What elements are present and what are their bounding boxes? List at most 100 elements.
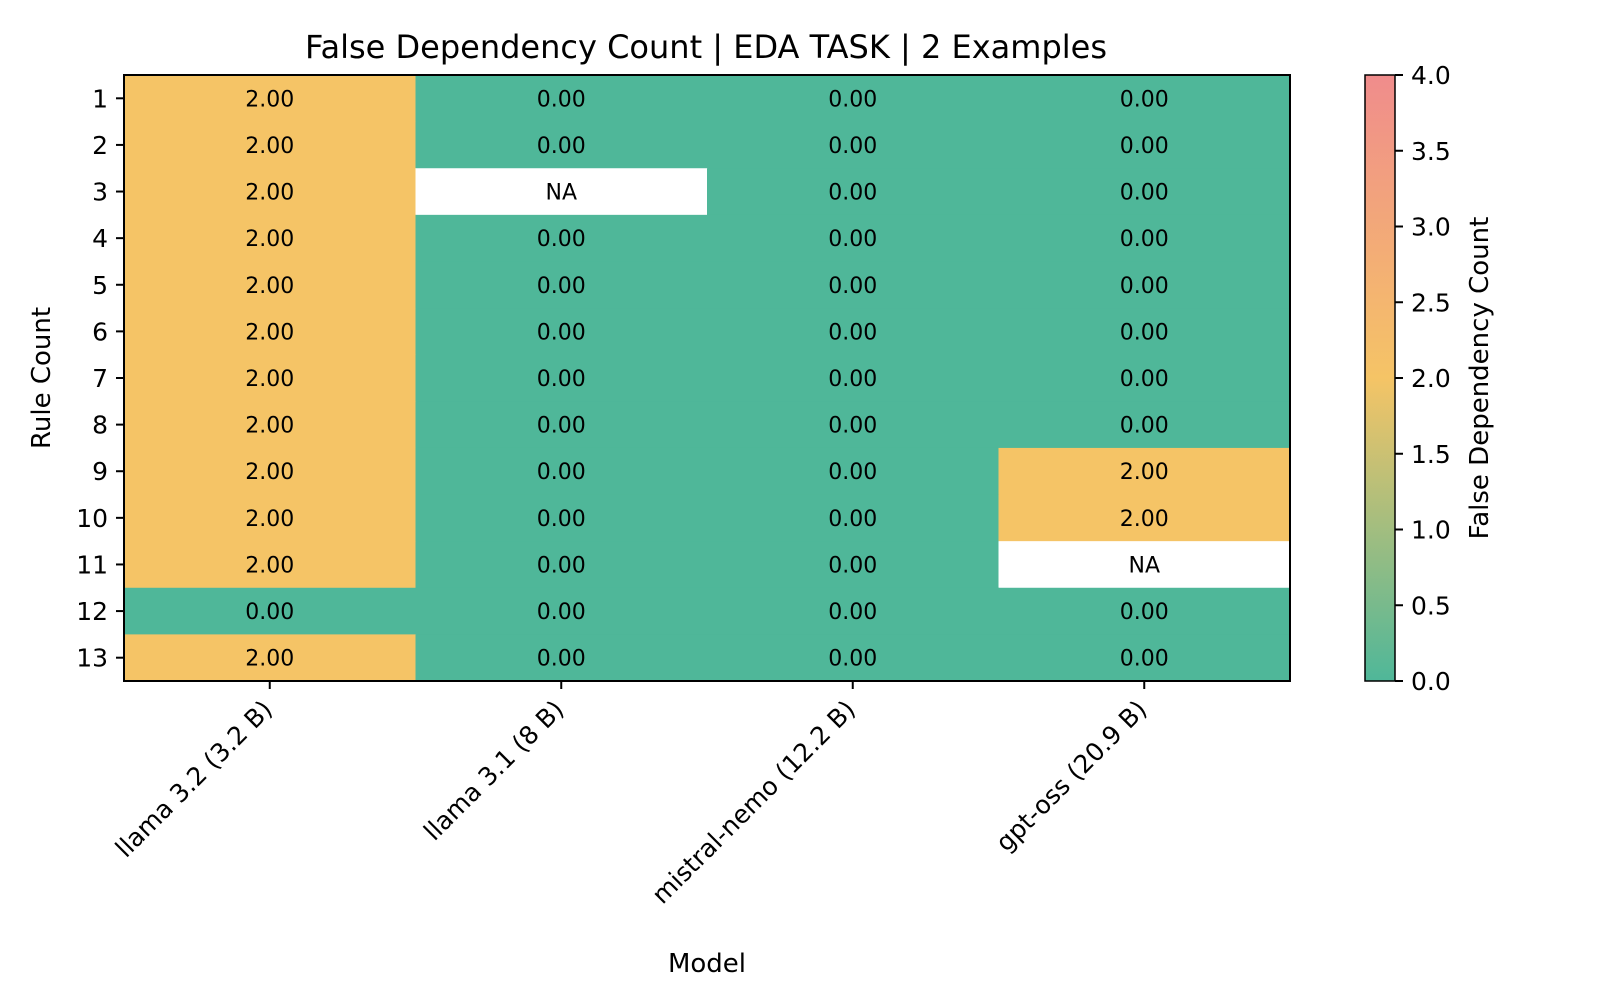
y-tick-label: 10	[76, 504, 108, 533]
heatmap-cell	[124, 261, 417, 309]
heatmap-cell	[707, 168, 1000, 216]
cell-value-label: 0.00	[537, 134, 586, 159]
cell-value-label: 0.00	[537, 414, 586, 439]
heatmap-cell	[707, 447, 1000, 496]
heatmap-cell	[998, 261, 1291, 309]
x-tick-label: gpt-oss (20.9 B)	[990, 695, 1152, 857]
cell-value-label: 2.00	[245, 553, 294, 578]
y-tick-label: 11	[76, 550, 108, 579]
cell-value-label: 0.00	[1120, 87, 1169, 112]
heatmap-cell	[707, 494, 1000, 542]
x-tick-label: llama 3.2 (3.2 B)	[110, 695, 278, 863]
cell-value-label: 0.00	[1120, 181, 1169, 206]
cell-value-label: 2.00	[245, 320, 294, 345]
heatmap-cell	[998, 308, 1291, 356]
heatmap-cell	[415, 447, 708, 496]
cell-value-label: 0.00	[245, 600, 294, 625]
cell-value-label: 0.00	[537, 507, 586, 532]
y-tick-label: 7	[92, 364, 108, 393]
cell-value-label: 0.00	[828, 460, 877, 485]
heatmap-cell	[124, 75, 417, 123]
cell-value-label: 0.00	[828, 414, 877, 439]
cell-value-label: 0.00	[828, 367, 877, 392]
y-tick-label: 9	[92, 457, 108, 486]
cell-value-label: 0.00	[1120, 320, 1169, 345]
cell-value-label: 2.00	[1120, 460, 1169, 485]
heatmap-cell	[124, 354, 417, 402]
heatmap-cell	[998, 214, 1291, 263]
heatmap-cell	[998, 447, 1291, 496]
y-tick-label: 2	[92, 131, 108, 160]
heatmap-cell	[124, 401, 417, 449]
y-tick-label: 1	[92, 84, 108, 113]
heatmap-cell	[124, 587, 417, 635]
heatmap-cell	[707, 401, 1000, 449]
heatmap-cell	[124, 494, 417, 542]
cell-value-label: 0.00	[828, 274, 877, 299]
cell-value-label: NA	[545, 181, 577, 206]
heatmap-cell	[124, 634, 417, 682]
heatmap-cell	[998, 354, 1291, 402]
cell-value-label: 2.00	[245, 367, 294, 392]
cell-value-label: 2.00	[245, 460, 294, 485]
cell-value-label: 0.00	[1120, 134, 1169, 159]
cell-value-label: 0.00	[1120, 227, 1169, 252]
heatmap-cell	[415, 261, 708, 309]
heatmap-cell	[998, 75, 1291, 123]
cell-value-label: 0.00	[828, 553, 877, 578]
cell-value-label: 0.00	[537, 227, 586, 252]
cell-value-label: 2.00	[1120, 507, 1169, 532]
chart-title: False Dependency Count | EDA TASK | 2 Ex…	[305, 28, 1107, 66]
heatmap-cell	[707, 75, 1000, 123]
heatmap-cell	[415, 401, 708, 449]
colorbar-tick-label: 2.5	[1411, 288, 1451, 317]
cell-value-label: 0.00	[537, 367, 586, 392]
y-tick-label: 3	[92, 178, 108, 207]
heatmap-cells: 2.00 0.00 0.00 0.00 2.00 0.00 0.00 0.00 2.00 NA 0.…	[124, 75, 1291, 682]
cell-value-label: 0.00	[537, 320, 586, 345]
y-tick-label: 8	[92, 411, 108, 440]
cell-value-label: 0.00	[537, 600, 586, 625]
colorbar-tick-label: 1.5	[1411, 440, 1451, 469]
cell-value-label: 0.00	[537, 460, 586, 485]
heatmap-cell	[998, 494, 1291, 542]
heatmap-cell	[415, 75, 708, 123]
heatmap-cell	[124, 308, 417, 356]
heatmap-cell	[707, 354, 1000, 402]
colorbar-tick-label: 1.0	[1411, 516, 1451, 545]
cell-value-label: 0.00	[1120, 274, 1169, 299]
colorbar-tick-label: 4.0	[1411, 61, 1451, 90]
cell-value-label: 0.00	[828, 647, 877, 672]
colorbar-tick-label: 0.0	[1411, 667, 1451, 696]
heatmap-cell	[124, 121, 417, 169]
heatmap-cell	[707, 634, 1000, 682]
heatmap-cell	[124, 214, 417, 263]
heatmap-cell	[415, 494, 708, 542]
heatmap-cell	[707, 587, 1000, 635]
cell-value-label: 0.00	[828, 320, 877, 345]
heatmap-cell	[415, 121, 708, 169]
colorbar-tick-label: 3.0	[1411, 213, 1451, 242]
cell-value-label: 2.00	[245, 414, 294, 439]
heatmap-cell	[707, 541, 1000, 589]
heatmap-cell	[998, 634, 1291, 682]
cell-value-label: 0.00	[537, 647, 586, 672]
colorbar-tick-label: 0.5	[1411, 591, 1451, 620]
heatmap-cell	[707, 261, 1000, 309]
heatmap-cell	[415, 634, 708, 682]
heatmap-cell	[124, 447, 417, 496]
heatmap-cell	[707, 121, 1000, 169]
cell-value-label: 0.00	[828, 227, 877, 252]
heatmap-cell	[998, 121, 1291, 169]
heatmap-cell	[998, 541, 1291, 589]
cell-value-label: 2.00	[245, 227, 294, 252]
heatmap-cell	[415, 168, 708, 216]
y-axis-label: Rule Count	[27, 307, 57, 449]
colorbar-gradient	[1364, 74, 1396, 682]
cell-value-label: 2.00	[245, 647, 294, 672]
heatmap-cell	[415, 587, 708, 635]
cell-value-label: 0.00	[828, 134, 877, 159]
cell-value-label: 0.00	[537, 87, 586, 112]
